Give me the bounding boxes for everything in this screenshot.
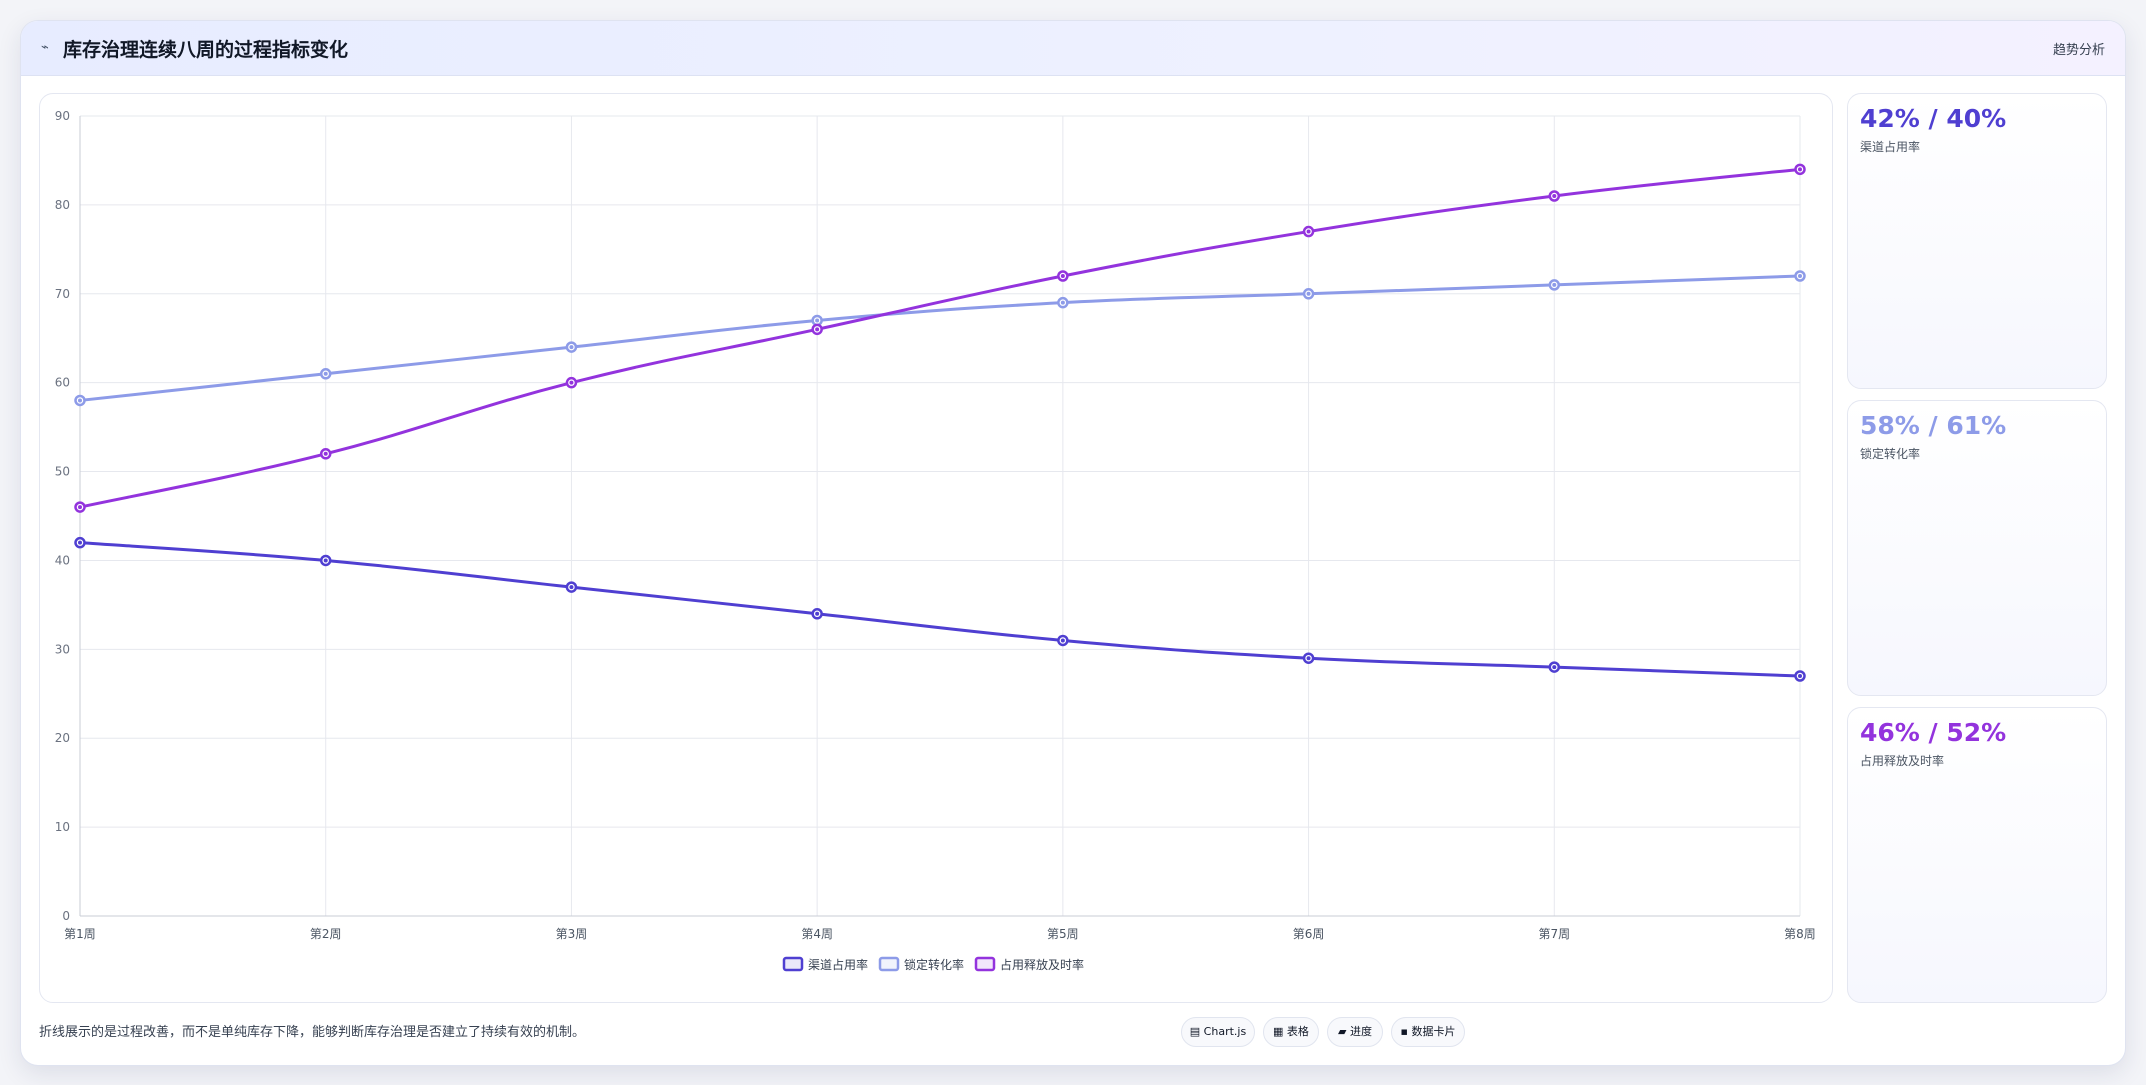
data-point-core-2 bbox=[815, 327, 820, 332]
data-point-core-1 bbox=[569, 345, 574, 350]
data-point-core-1 bbox=[323, 371, 328, 376]
y-tick-label: 90 bbox=[55, 109, 70, 123]
legend-label-0: 渠道占用率 bbox=[808, 957, 868, 972]
series-line-1 bbox=[79, 274, 1801, 402]
data-point-core-1 bbox=[1798, 274, 1802, 278]
x-tick-label: 第3周 bbox=[556, 927, 588, 941]
data-point-core-2 bbox=[1060, 274, 1065, 278]
metric-label: 占用释放及时率 bbox=[1860, 754, 1945, 768]
data-point-core-2 bbox=[569, 380, 574, 385]
chart-footnote: 折线展示的是过程改善，而不是单纯库存下降，能够判断库存治理是否建立了持续有效的机… bbox=[39, 1025, 586, 1040]
data-point-core-1 bbox=[78, 398, 82, 403]
chip-progress[interactable]: ▰ 进度 bbox=[1327, 1017, 1383, 1047]
metric-label: 渠道占用率 bbox=[1860, 140, 1921, 154]
data-point-core-0 bbox=[815, 611, 820, 616]
legend-swatch-0 bbox=[782, 956, 804, 972]
x-tick-label: 第2周 bbox=[310, 927, 342, 941]
chip-chartjs[interactable]: ▤ Chart.js bbox=[1181, 1017, 1255, 1047]
y-tick-label: 70 bbox=[55, 287, 70, 301]
y-tick-label: 10 bbox=[55, 820, 70, 834]
series-line-0 bbox=[79, 541, 1801, 678]
data-point-core-0 bbox=[1798, 674, 1802, 678]
metric-value: 42% / 40% bbox=[1860, 104, 2007, 133]
y-tick-label: 40 bbox=[55, 553, 70, 567]
legend-swatch-2 bbox=[974, 956, 996, 972]
y-tick-label: 50 bbox=[55, 465, 70, 479]
line-chart: 0 10 20 30 40 50 60 70 80 90 第1周 第2周 第3周 第4周 第5周 第6周 第7周… bbox=[55, 109, 1816, 972]
metric-card-lock: 58% / 61% 锁定转化率 bbox=[1847, 400, 2107, 696]
data-point-core-1 bbox=[1060, 300, 1065, 305]
chip-data-card[interactable]: ▪ 数据卡片 bbox=[1391, 1017, 1465, 1047]
x-tick-label: 第4周 bbox=[801, 927, 833, 941]
trend-analysis-tag[interactable]: 趋势分析 bbox=[2052, 43, 2105, 58]
x-tick-label: 第6周 bbox=[1293, 927, 1325, 941]
metric-label: 锁定转化率 bbox=[1860, 447, 1921, 461]
metric-value: 46% / 52% bbox=[1860, 718, 2007, 747]
series-line-2 bbox=[79, 167, 1801, 509]
legend-label-1: 锁定转化率 bbox=[904, 957, 964, 972]
dashboard-card: ⌁ 库存治理连续八周的过程指标变化 趋势分析 0 10 20 30 40 50 60 70 80… bbox=[20, 20, 2126, 1066]
metric-card-channel: 42% / 40% 渠道占用率 bbox=[1847, 93, 2107, 389]
chart-icon: ⌁ bbox=[41, 40, 49, 55]
legend-swatch-1 bbox=[878, 956, 900, 972]
data-point-core-0 bbox=[1552, 665, 1557, 670]
page-title: 库存治理连续八周的过程指标变化 bbox=[63, 39, 349, 61]
x-tick-label: 第7周 bbox=[1538, 927, 1570, 941]
metric-card-release: 46% / 52% 占用释放及时率 bbox=[1847, 707, 2107, 1003]
x-tick-label: 第1周 bbox=[64, 927, 96, 941]
data-point-core-2 bbox=[323, 451, 328, 456]
chart-container: 0 10 20 30 40 50 60 70 80 90 第1周 第2周 第3周 第4周 第5周 第6周 第7周… bbox=[39, 93, 1833, 1003]
data-point-core-0 bbox=[1060, 638, 1065, 643]
y-tick-label: 80 bbox=[55, 198, 70, 212]
data-point-core-1 bbox=[815, 318, 820, 323]
data-point-core-0 bbox=[78, 540, 82, 545]
data-point-core-1 bbox=[1306, 291, 1311, 296]
data-point-core-1 bbox=[1552, 282, 1557, 287]
x-tick-label: 第8周 bbox=[1784, 927, 1816, 941]
y-tick-label: 20 bbox=[55, 731, 70, 745]
data-point-core-2 bbox=[1306, 229, 1311, 234]
data-point-core-2 bbox=[78, 505, 82, 510]
y-tick-label: 60 bbox=[55, 376, 70, 390]
chip-table[interactable]: ▦ 表格 bbox=[1263, 1017, 1319, 1047]
data-point-core-0 bbox=[569, 585, 574, 590]
data-point-core-0 bbox=[1306, 656, 1311, 661]
legend-label-2: 占用释放及时率 bbox=[1000, 957, 1084, 972]
data-point-core-2 bbox=[1798, 167, 1802, 172]
data-point-core-2 bbox=[1552, 194, 1557, 198]
metric-value: 58% / 61% bbox=[1860, 411, 2007, 440]
data-point-core-0 bbox=[323, 558, 328, 563]
y-tick-label: 30 bbox=[55, 642, 70, 656]
y-tick-label: 0 bbox=[62, 909, 70, 923]
card-header: ⌁ 库存治理连续八周的过程指标变化 趋势分析 bbox=[21, 21, 2125, 76]
x-tick-label: 第5周 bbox=[1047, 927, 1079, 941]
